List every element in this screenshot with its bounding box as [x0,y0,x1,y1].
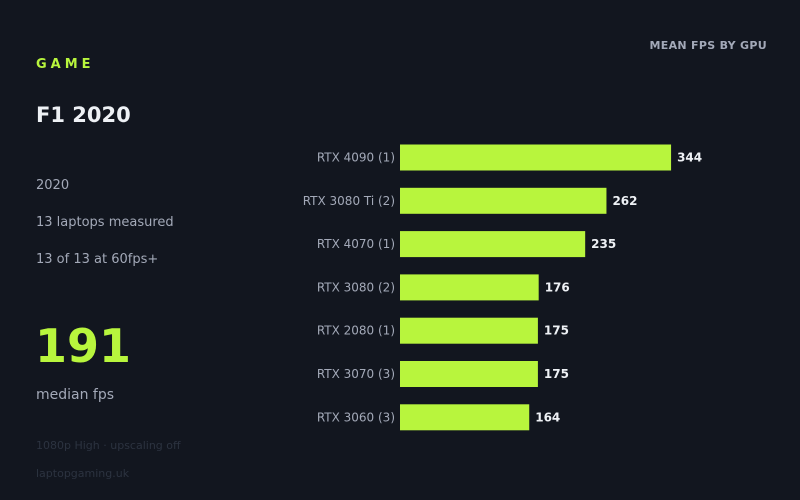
fps-value-label: 164 [535,410,560,424]
laptops-measured: 13 laptops measured [36,215,174,230]
median-fps-value: 191 [35,319,132,373]
fps-bar [400,231,586,258]
fps-value-label: 175 [544,324,569,338]
gpu-category-label: RTX 4090 (1) [317,151,395,165]
release-year: 2020 [36,178,70,193]
gpu-category-label: RTX 4070 (1) [317,237,395,251]
gpu-category-label: RTX 2080 (1) [317,324,395,338]
settings-footnote: 1080p High · upscaling off [36,439,181,452]
gpu-category-label: RTX 3080 (2) [317,280,395,294]
fps-value-label: 176 [545,280,570,294]
gpu-category-label: RTX 3070 (3) [317,367,395,381]
sixty-fps-count: 13 of 13 at 60fps+ [36,252,159,267]
median-fps-label: median fps [36,387,115,403]
fps-bar [400,274,539,301]
fps-value-label: 235 [591,237,616,251]
fps-value-label: 175 [544,367,569,381]
fps-bar [400,361,538,387]
fps-bar [400,317,538,344]
fps-bar [400,404,530,431]
gpu-category-label: RTX 3060 (3) [317,410,395,424]
fps-bar [400,144,672,171]
gpu-category-label: RTX 3080 Ti (2) [303,194,395,208]
source-footnote: laptopgaming.uk [36,467,130,480]
chart-title: MEAN FPS BY GPU [649,39,767,52]
fps-value-label: 344 [677,151,702,165]
game-title: F1 2020 [36,103,131,127]
fps-bar [400,187,607,214]
fps-value-label: 262 [612,194,637,208]
section-eyebrow: GAME [36,57,95,72]
